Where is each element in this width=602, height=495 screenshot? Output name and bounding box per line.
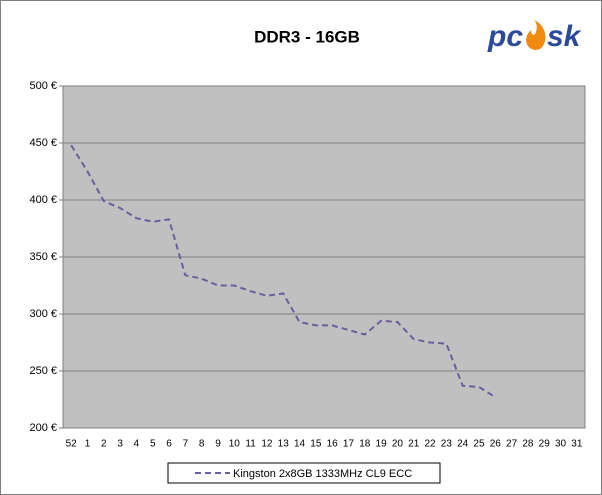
- x-tick-label: 14: [294, 439, 306, 450]
- x-tick-label: 8: [199, 439, 205, 450]
- logo-flame: [526, 20, 546, 50]
- x-tick-label: 6: [166, 439, 172, 450]
- chart-title: DDR3 - 16GB: [254, 27, 360, 46]
- y-tick-label: 450 €: [29, 137, 57, 149]
- y-tick-label: 300 €: [29, 308, 57, 320]
- x-tick-label: 26: [490, 439, 502, 450]
- x-tick-label: 11: [245, 439, 256, 450]
- x-tick-label: 9: [215, 439, 221, 450]
- x-tick-label: 18: [359, 439, 371, 450]
- x-tick-label: 12: [261, 439, 273, 450]
- x-tick-label: 15: [310, 439, 322, 450]
- y-tick-label: 250 €: [29, 365, 57, 377]
- x-tick-label: 5: [150, 439, 156, 450]
- x-tick-label: 29: [539, 439, 551, 450]
- x-tick-label: 1: [85, 439, 91, 450]
- x-tick-label: 52: [66, 439, 78, 450]
- logo-text: pc: [487, 20, 523, 53]
- x-tick-label: 25: [473, 439, 485, 450]
- y-tick-label: 350 €: [29, 251, 57, 263]
- x-tick-label: 17: [343, 439, 355, 450]
- x-tick-label: 20: [392, 439, 404, 450]
- x-tick-label: 24: [457, 439, 469, 450]
- x-tick-label: 31: [571, 439, 583, 450]
- x-tick-label: 19: [376, 439, 388, 450]
- y-tick-label: 200 €: [29, 422, 57, 434]
- x-tick-label: 23: [441, 439, 453, 450]
- x-tick-label: 21: [408, 439, 420, 450]
- legend-label: Kingston 2x8GB 1333MHz CL9 ECC: [233, 468, 412, 480]
- x-tick-label: 16: [327, 439, 339, 450]
- logo: pc sk: [487, 20, 582, 53]
- logo-text: sk: [547, 20, 582, 53]
- x-tick-label: 28: [522, 439, 534, 450]
- x-tick-label: 3: [117, 439, 123, 450]
- x-tick-label: 2: [101, 439, 107, 450]
- x-tick-label: 13: [278, 439, 290, 450]
- series-line: [70, 144, 496, 399]
- x-tick-label: 10: [229, 439, 241, 450]
- legend-box: [167, 462, 441, 484]
- y-tick-label: 400 €: [29, 194, 57, 206]
- x-tick-label: 30: [555, 439, 567, 450]
- x-tick-label: 4: [134, 439, 140, 450]
- x-tick-label: 22: [424, 439, 436, 450]
- x-tick-label: 27: [506, 439, 518, 450]
- x-tick-label: 7: [183, 439, 189, 450]
- y-tick-label: 500 €: [29, 80, 57, 92]
